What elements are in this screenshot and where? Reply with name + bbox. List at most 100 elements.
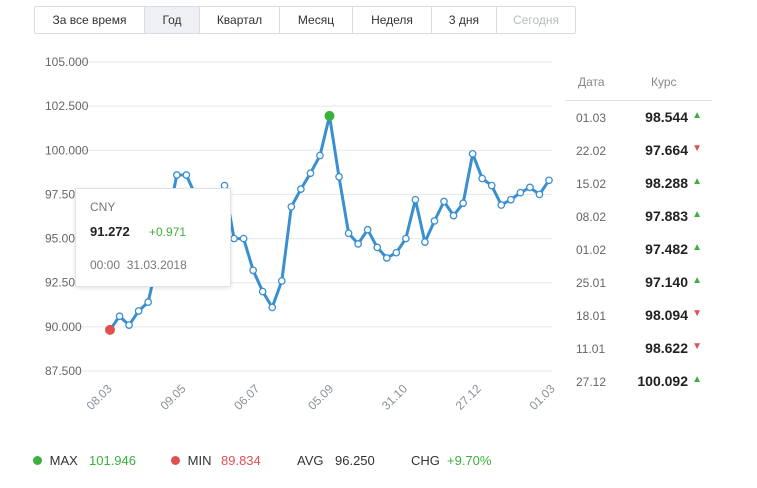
chg-label: CHG xyxy=(411,453,440,468)
tab-quarter[interactable]: Квартал xyxy=(200,7,280,33)
x-tick-label: 08.03 xyxy=(84,381,115,412)
arrow-down-icon: ▼ xyxy=(692,341,702,352)
data-point xyxy=(545,176,553,185)
tab-all-time[interactable]: За все время xyxy=(35,7,145,33)
x-tick-label: 09.05 xyxy=(157,381,188,412)
tab-week[interactable]: Неделя xyxy=(353,7,432,33)
max-marker xyxy=(324,110,335,121)
rate-row: 18.01 98.094 ▼ xyxy=(565,299,712,332)
max-stat: MAX xyxy=(33,453,78,468)
min-stat: MIN xyxy=(171,453,211,468)
data-point xyxy=(287,202,296,211)
rate-row: 01.02 97.482 ▲ xyxy=(565,233,712,266)
data-point xyxy=(354,240,362,248)
y-tick-label: 90.000 xyxy=(45,320,82,334)
data-point xyxy=(440,197,448,206)
rate-table: Дата Курс 01.03 98.544 ▲ 22.02 97.664 ▼ 15.02 9… xyxy=(565,68,712,398)
avg-value: 96.250 xyxy=(335,453,375,468)
tooltip-date: 31.03.2018 xyxy=(126,258,187,272)
tab-year[interactable]: Год xyxy=(145,7,200,33)
min-dot-icon xyxy=(171,456,180,465)
rate-row: 22.02 97.664 ▼ xyxy=(565,134,712,167)
max-label: MAX xyxy=(49,453,78,468)
data-point xyxy=(382,254,391,262)
arrow-up-icon: ▲ xyxy=(692,275,702,286)
data-point xyxy=(487,181,496,190)
arrow-down-icon: ▼ xyxy=(692,143,702,154)
rate-row-date: 11.01 xyxy=(576,342,606,356)
data-point xyxy=(516,188,525,197)
data-point xyxy=(411,195,420,204)
data-point xyxy=(239,234,248,243)
tooltip-datetime: 00:00 31.03.2018 xyxy=(90,258,187,272)
x-tick-label: 31.10 xyxy=(379,381,410,412)
min-marker xyxy=(105,324,115,335)
data-point xyxy=(258,287,267,296)
data-point xyxy=(144,298,153,306)
avg-label: AVG xyxy=(297,453,324,468)
rate-chart[interactable]: 105.000 102.500 100.000 97.500 95.000 92.500 9… xyxy=(0,40,565,440)
data-point xyxy=(535,190,544,199)
data-point xyxy=(392,248,401,257)
data-point xyxy=(268,303,277,312)
data-point xyxy=(297,185,305,193)
data-point xyxy=(373,243,382,252)
data-point xyxy=(230,234,238,243)
rate-row: 15.02 98.288 ▲ xyxy=(565,167,712,200)
rate-row-date: 25.01 xyxy=(576,276,607,290)
x-tick-label: 01.03 xyxy=(527,381,558,412)
min-value: 89.834 xyxy=(221,453,261,468)
rate-table-header: Дата Курс xyxy=(565,68,712,101)
rate-row: 11.01 98.622 ▼ xyxy=(565,332,712,365)
rate-row-value: 98.288 xyxy=(645,175,688,191)
data-point xyxy=(526,183,534,192)
data-point xyxy=(449,211,458,220)
tab-today: Сегодня xyxy=(513,13,559,27)
rate-row-value: 97.140 xyxy=(645,274,688,290)
tab-3-days[interactable]: 3 дня xyxy=(432,7,497,33)
rate-row: 01.03 98.544 ▲ xyxy=(565,101,712,134)
x-tick-label: 06.07 xyxy=(231,381,262,412)
rate-row: 08.02 97.883 ▲ xyxy=(565,200,712,233)
data-point xyxy=(306,169,315,178)
data-point xyxy=(277,277,286,285)
tooltip-change: +0.971 xyxy=(149,225,187,239)
rate-row-date: 18.01 xyxy=(576,309,607,323)
data-point xyxy=(478,174,487,183)
y-tick-label: 102.500 xyxy=(45,99,89,113)
arrow-down-icon: ▼ xyxy=(692,308,702,319)
data-point xyxy=(134,307,143,315)
tooltip-currency: CNY xyxy=(90,200,116,214)
header-rate: Курс xyxy=(651,75,677,89)
rate-row-date: 22.02 xyxy=(576,144,607,158)
data-point xyxy=(335,172,343,181)
rate-row-date: 01.02 xyxy=(576,243,607,257)
max-dot-icon xyxy=(33,456,42,465)
data-point xyxy=(401,234,410,243)
y-tick-label: 87.500 xyxy=(45,364,82,378)
rate-row-value: 97.664 xyxy=(645,142,688,158)
rate-row: 25.01 97.140 ▲ xyxy=(565,266,712,299)
x-tick-label: 27.12 xyxy=(453,381,484,412)
data-point xyxy=(249,266,258,275)
data-point xyxy=(421,238,429,246)
tab-month[interactable]: Месяц xyxy=(280,7,353,33)
max-value: 101.946 xyxy=(89,453,136,468)
data-point xyxy=(344,229,353,238)
data-point xyxy=(468,149,477,158)
rate-row-date: 27.12 xyxy=(576,375,607,389)
arrow-up-icon: ▲ xyxy=(692,374,702,385)
rate-row-date: 08.02 xyxy=(576,210,607,224)
y-tick-label: 95.000 xyxy=(45,232,82,246)
stats-bar: MAX 101.946 MIN 89.834 AVG 96.250 CHG +9… xyxy=(0,446,757,476)
data-point xyxy=(115,312,124,321)
period-tabs: За все время Год Квартал Месяц Неделя 3 … xyxy=(34,6,576,34)
data-point xyxy=(459,199,467,208)
rate-row-value: 98.544 xyxy=(645,109,688,125)
data-point xyxy=(125,321,133,329)
data-point xyxy=(363,225,372,234)
arrow-up-icon: ▲ xyxy=(692,209,702,220)
arrow-up-icon: ▲ xyxy=(692,176,702,187)
rate-row-value: 97.482 xyxy=(645,241,688,257)
arrow-up-icon: ▲ xyxy=(692,242,702,253)
